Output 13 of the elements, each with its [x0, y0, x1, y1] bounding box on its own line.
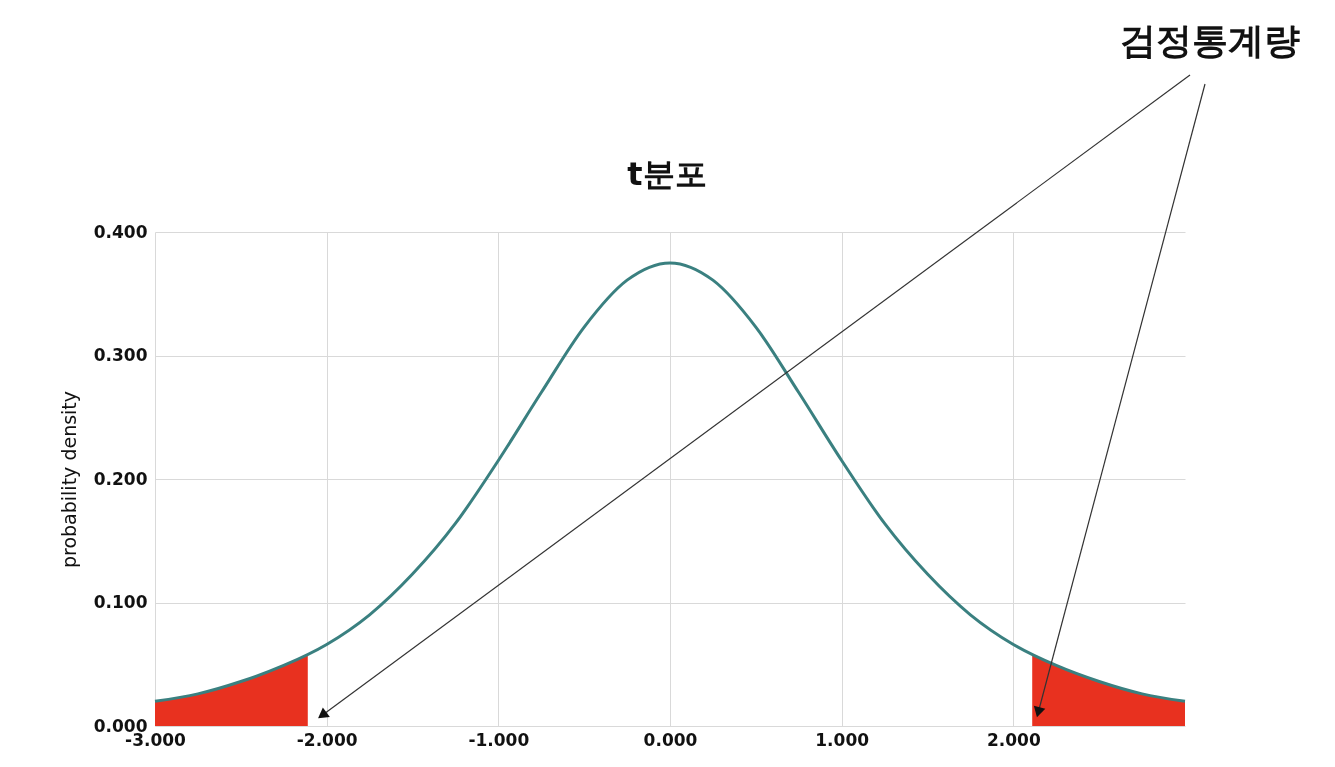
x-tick-label: 0.000	[643, 729, 698, 750]
y-tick-label: 0.400	[93, 221, 148, 242]
y-tick-label: 0.100	[93, 592, 148, 612]
x-tick-label: -2.000	[296, 729, 358, 750]
x-tick-label: 2.000	[986, 729, 1041, 750]
line-series	[153, 261, 1187, 703]
y-axis-title: probability density	[57, 390, 80, 569]
x-tick-label: -1.000	[468, 729, 530, 750]
x-tick-label: 1.000	[815, 729, 870, 750]
y-tick-label: 0.300	[93, 345, 148, 365]
text: 검정통계량	[1120, 20, 1300, 61]
y-tick-label: 0.200	[93, 468, 148, 489]
chart-title: t분포	[627, 155, 707, 193]
